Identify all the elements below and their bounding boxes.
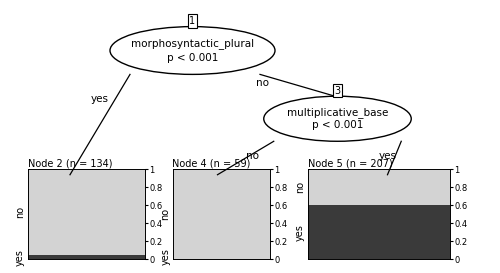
Text: Node 2 (n = 134): Node 2 (n = 134): [28, 159, 112, 168]
Text: p < 0.001: p < 0.001: [312, 120, 363, 130]
Text: yes: yes: [294, 224, 304, 241]
Bar: [308, 169, 450, 205]
Text: yes: yes: [91, 94, 109, 104]
Text: yes: yes: [15, 249, 25, 266]
Text: p < 0.001: p < 0.001: [167, 53, 218, 63]
Text: no: no: [246, 151, 259, 161]
Text: no: no: [256, 78, 269, 88]
Text: multiplicative_base: multiplicative_base: [287, 107, 388, 118]
Ellipse shape: [264, 96, 411, 141]
Bar: [308, 205, 450, 259]
Text: Node 4 (n = 59): Node 4 (n = 59): [172, 159, 251, 168]
Text: 1: 1: [190, 16, 196, 26]
Text: morphosyntactic_plural: morphosyntactic_plural: [131, 38, 254, 49]
Text: no: no: [160, 208, 170, 220]
Text: Node 5 (n = 207): Node 5 (n = 207): [308, 159, 392, 168]
Bar: [28, 255, 145, 259]
Text: yes: yes: [378, 151, 396, 161]
Text: no: no: [294, 181, 304, 193]
Text: 3: 3: [334, 86, 340, 96]
Ellipse shape: [110, 27, 275, 75]
Text: no: no: [15, 206, 25, 218]
Text: yes: yes: [160, 248, 170, 265]
